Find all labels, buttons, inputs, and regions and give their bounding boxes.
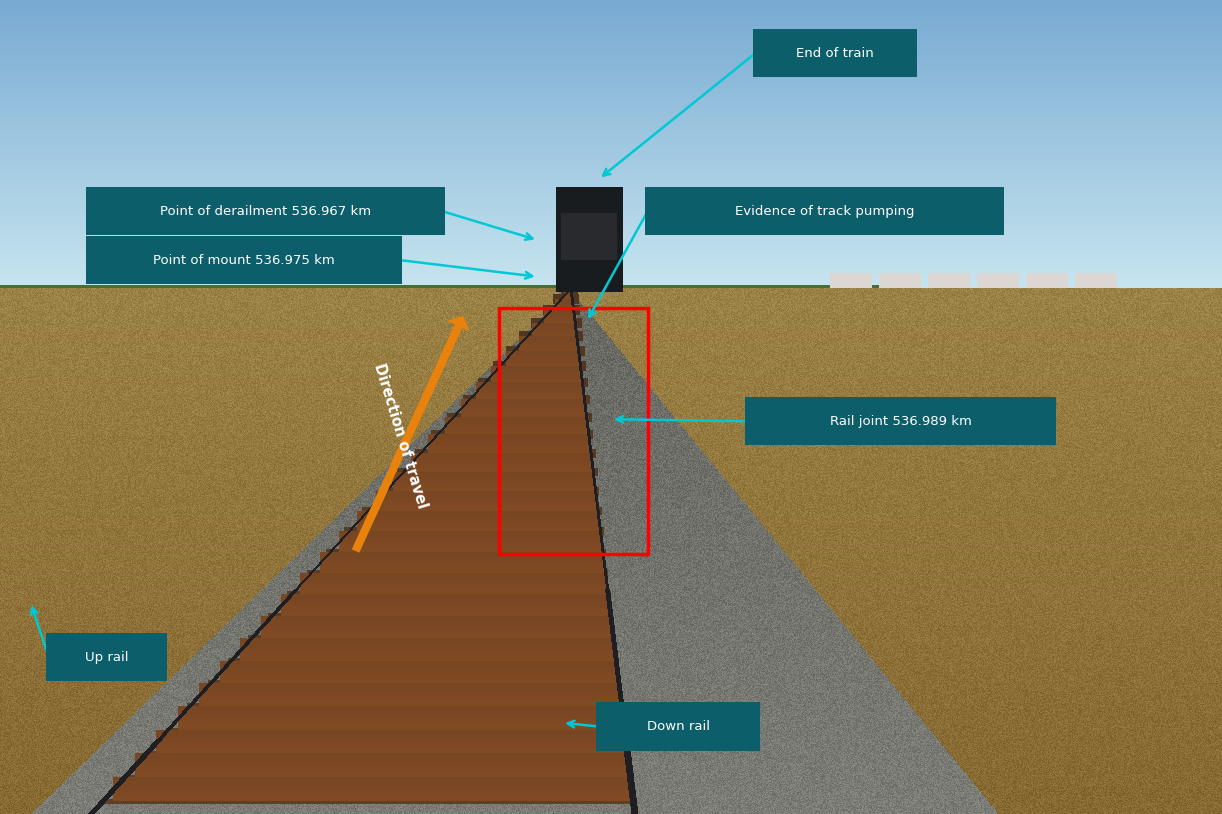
Text: Point of derailment 536.967 km: Point of derailment 536.967 km <box>160 205 370 217</box>
Text: Up rail: Up rail <box>86 651 128 663</box>
Text: End of train: End of train <box>796 47 874 59</box>
FancyBboxPatch shape <box>46 633 167 681</box>
Text: Down rail: Down rail <box>646 720 710 733</box>
FancyBboxPatch shape <box>645 187 1004 235</box>
Text: Rail joint 536.989 km: Rail joint 536.989 km <box>830 415 971 427</box>
FancyBboxPatch shape <box>745 397 1056 445</box>
FancyBboxPatch shape <box>753 29 916 77</box>
FancyBboxPatch shape <box>86 187 445 235</box>
Text: Point of mount 536.975 km: Point of mount 536.975 km <box>153 254 335 266</box>
Text: Direction of travel: Direction of travel <box>371 361 430 510</box>
FancyBboxPatch shape <box>86 236 402 284</box>
Bar <box>499 308 648 554</box>
FancyBboxPatch shape <box>596 702 760 751</box>
Text: Evidence of track pumping: Evidence of track pumping <box>736 205 914 217</box>
